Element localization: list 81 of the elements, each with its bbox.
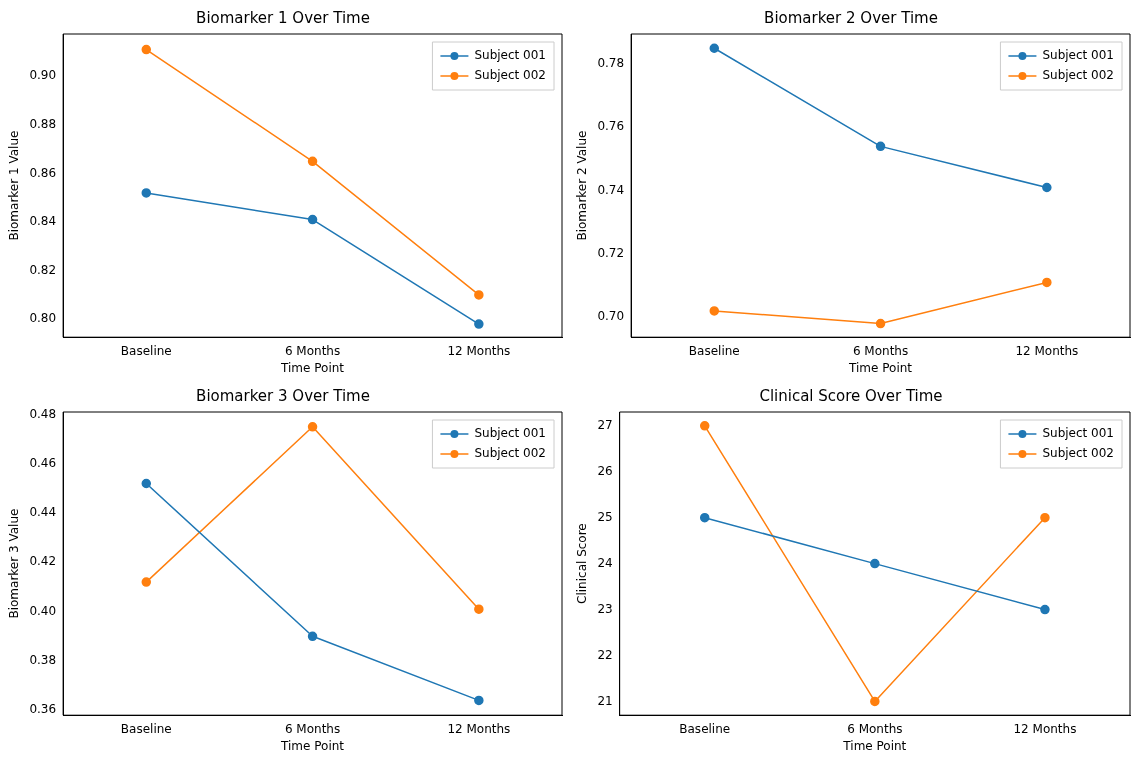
legend-label: Subject 001: [474, 426, 546, 441]
y-tick-label: 26: [597, 463, 613, 478]
legend-label: Subject 002: [474, 68, 546, 83]
x-tick-label: 12 Months: [447, 721, 511, 736]
x-tick-label: Baseline: [679, 721, 731, 736]
y-tick-label: 0.80: [29, 311, 57, 326]
y-axis-title: Clinical Score: [575, 523, 590, 604]
x-tick-label: Baseline: [120, 343, 172, 358]
y-tick-label: 21: [597, 693, 613, 708]
x-tick-label: Baseline: [688, 343, 740, 358]
y-tick-label: 22: [597, 647, 613, 662]
chart-title: Biomarker 3 Over Time: [196, 386, 370, 405]
y-tick-label: 0.84: [29, 214, 57, 229]
y-axis-title: Biomarker 3 Value: [7, 508, 22, 619]
legend-label: Subject 001: [474, 48, 546, 63]
point: [1042, 277, 1052, 288]
y-axis-title: Biomarker 2 Value: [575, 130, 590, 241]
point: [141, 44, 152, 55]
y-tick-label: 0.72: [597, 246, 625, 261]
y-tick-label: 0.38: [29, 653, 57, 668]
y-tick-label: 0.90: [29, 68, 57, 83]
x-tick-label: 6 Months: [847, 721, 903, 736]
point: [875, 318, 886, 329]
y-tick-label: 0.48: [29, 406, 57, 421]
y-tick-label: 25: [597, 509, 613, 524]
legend-label: Subject 001: [1042, 426, 1114, 441]
point: [1040, 604, 1050, 615]
x-tick-label: 12 Months: [447, 343, 511, 358]
y-tick-label: 0.40: [29, 603, 57, 618]
x-axis-title: Time Point: [280, 360, 345, 375]
point: [474, 319, 484, 329]
y-tick-label: 0.70: [597, 309, 625, 324]
y-tick-label: 0.86: [29, 165, 57, 180]
point: [699, 421, 710, 431]
point: [709, 43, 720, 53]
y-tick-label: 0.82: [29, 262, 57, 277]
x-axis-title: Time Point: [842, 738, 907, 753]
point: [474, 604, 484, 614]
point: [141, 188, 152, 198]
y-tick-label: 27: [597, 417, 613, 432]
point: [1040, 512, 1050, 523]
y-tick-label: 0.46: [29, 455, 57, 470]
y-tick-label: 0.88: [29, 116, 57, 131]
y-tick-label: 0.78: [597, 56, 625, 71]
y-tick-label: 0.74: [597, 182, 625, 197]
point: [141, 478, 152, 489]
y-tick-label: 0.76: [597, 119, 625, 134]
y-tick-label: 24: [597, 555, 613, 570]
x-axis-title: Time Point: [280, 738, 345, 753]
legend-label: Subject 002: [1042, 446, 1114, 461]
point: [307, 422, 318, 432]
y-tick-label: 0.42: [29, 554, 57, 569]
y-tick-label: 23: [597, 601, 613, 616]
y-tick-label: 0.44: [29, 505, 57, 520]
legend-label: Subject 002: [474, 446, 546, 461]
point: [307, 156, 318, 167]
chart-title: Clinical Score Over Time: [759, 386, 943, 405]
point: [699, 512, 710, 523]
point: [870, 696, 880, 707]
x-tick-label: 6 Months: [284, 343, 341, 358]
x-tick-label: 6 Months: [284, 721, 341, 736]
x-tick-label: 12 Months: [1015, 343, 1079, 358]
point: [870, 558, 880, 569]
legend-label: Subject 002: [1042, 68, 1114, 83]
point: [875, 141, 886, 152]
x-tick-label: 12 Months: [1013, 721, 1077, 736]
legend-label: Subject 001: [1042, 48, 1114, 63]
point: [307, 214, 318, 225]
point: [709, 306, 720, 316]
x-tick-label: Baseline: [120, 721, 172, 736]
point: [474, 695, 484, 706]
point: [141, 577, 152, 587]
chart-title: Biomarker 1 Over Time: [196, 8, 370, 27]
point: [1042, 182, 1052, 193]
point: [474, 290, 484, 300]
x-axis-title: Time Point: [848, 360, 913, 375]
y-axis-title: Biomarker 1 Value: [7, 130, 22, 241]
point: [307, 631, 318, 642]
x-tick-label: 6 Months: [852, 343, 909, 358]
chart-title: Biomarker 2 Over Time: [764, 8, 938, 27]
y-tick-label: 0.36: [29, 702, 57, 717]
